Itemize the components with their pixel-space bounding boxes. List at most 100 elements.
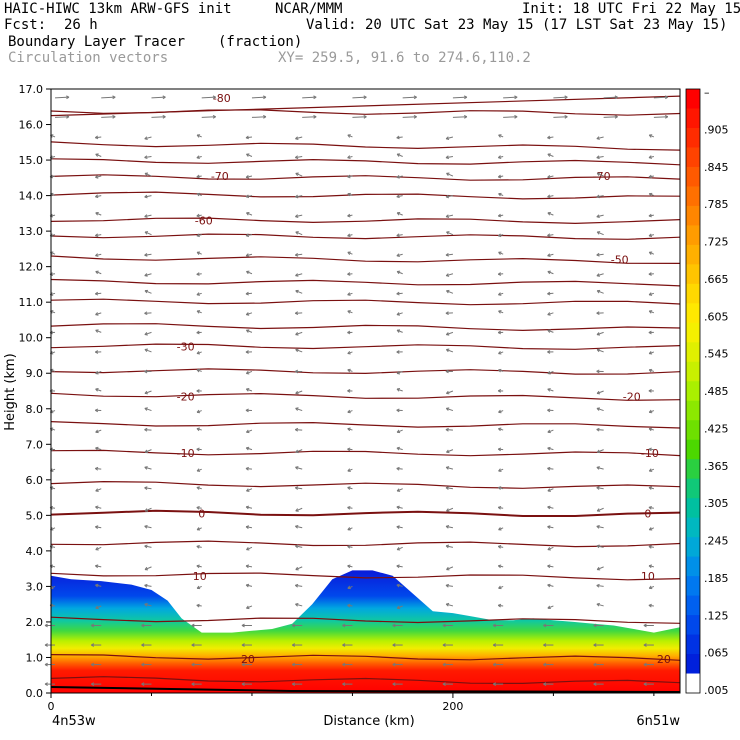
vector-arrowhead: [596, 449, 601, 454]
vector-arrowhead: [144, 427, 148, 432]
vector-arrowhead: [196, 527, 201, 531]
vector-arrow: [596, 349, 604, 353]
vector-arrowhead: [95, 233, 99, 238]
vector-arrowhead: [396, 583, 400, 588]
vector-arrow: [144, 603, 152, 607]
vector-arrowhead: [141, 643, 145, 647]
vector-arrow: [445, 156, 453, 159]
vector-arrowhead: [347, 134, 351, 138]
vector-arrowhead: [543, 682, 547, 686]
vector-arrow: [596, 331, 604, 336]
vector-arrowhead: [648, 468, 653, 472]
vector-arrowhead: [596, 525, 600, 529]
vector-arrowhead: [396, 429, 401, 434]
isotherm-line: [50, 298, 681, 306]
vector-arrowhead: [445, 194, 450, 199]
x-left-endpoint-label: 4n53w: [52, 714, 96, 729]
vector-arrow: [54, 116, 70, 118]
vector-arrowhead: [497, 603, 502, 608]
vector-arrow: [446, 603, 454, 607]
vector-arrowhead: [547, 153, 551, 157]
vector-arrowhead: [245, 253, 250, 257]
vector-arrowhead: [396, 388, 401, 392]
vector-arrowhead: [347, 330, 351, 335]
vector-arrowhead: [596, 466, 600, 470]
y-tick-label: 13.0: [19, 225, 44, 238]
vector-arrow: [446, 507, 454, 512]
vector-arrowhead: [196, 603, 200, 608]
colorbar-swatch: [686, 205, 700, 226]
vector-arrowhead: [342, 662, 346, 667]
isotherm-line: [50, 572, 681, 581]
vector-arrow: [144, 390, 152, 394]
vector-arrowhead: [347, 447, 351, 452]
vector-arrowhead: [196, 213, 200, 218]
colorbar-label: .365: [704, 460, 729, 473]
vector-arrowhead: [497, 486, 502, 490]
vector-arrowhead: [94, 135, 99, 140]
isotherm-label: -30: [177, 341, 195, 354]
vector-arrowhead: [442, 623, 446, 628]
vector-arrowhead: [141, 623, 145, 628]
vector-arrowhead: [347, 389, 351, 393]
vector-arrow: [144, 172, 152, 177]
vector-arrowhead: [144, 155, 148, 160]
isotherm-line: [50, 141, 681, 151]
vector-arrow: [596, 195, 604, 198]
y-tick-label: 17.0: [19, 83, 44, 96]
vector-arrow: [596, 466, 604, 470]
vector-arrow: [251, 116, 266, 118]
vector-arrowhead: [648, 505, 652, 510]
vector-arrowhead: [392, 682, 396, 686]
vector-arrowhead: [396, 270, 401, 275]
vector-arrowhead: [347, 564, 351, 569]
vector-arrow: [201, 116, 216, 118]
vector-arrowhead: [648, 545, 652, 549]
vector-arrowhead: [648, 427, 653, 432]
colorbar-label: .305: [704, 497, 729, 510]
vector-arrowhead: [196, 544, 200, 549]
colorbar-label: –: [704, 86, 710, 99]
vector-arrowhead: [196, 486, 200, 490]
vector-arrow: [295, 214, 303, 218]
colorbar-swatch: [686, 264, 700, 285]
vector-arrowhead: [95, 270, 99, 275]
vector-arrowhead: [614, 95, 618, 100]
isotherm-label: -50: [611, 254, 629, 267]
vector-arrowhead: [392, 623, 396, 628]
vector-arrow: [101, 116, 116, 118]
vector-arrowhead: [241, 623, 245, 628]
vector-arrowhead: [664, 114, 669, 119]
vector-arrowhead: [291, 643, 296, 647]
x-tick-label: 0: [48, 700, 55, 713]
vector-arrowhead: [90, 643, 95, 647]
isotherm-label: -20: [177, 390, 195, 403]
vector-arrowhead: [497, 447, 502, 452]
vector-arrowhead: [547, 583, 551, 588]
y-tick-label: 3.0: [26, 580, 44, 593]
vector-arrowhead: [294, 311, 299, 316]
vector-arrowhead: [648, 409, 653, 414]
vector-arrowhead: [347, 233, 351, 238]
vector-arrow: [446, 136, 454, 140]
vector-arrowhead: [396, 564, 400, 569]
colorbar-swatch: [686, 244, 700, 265]
valid-time: Valid: 20 UTC Sat 23 May 15 (17 LST Sat …: [306, 17, 728, 33]
vector-arrowhead: [596, 332, 601, 336]
vector-arrow: [295, 584, 303, 587]
vector-arrowhead: [547, 253, 551, 257]
vector-arrowhead: [347, 272, 351, 276]
vector-arrowhead: [144, 136, 148, 140]
overlay-name: Circulation vectors: [8, 50, 169, 66]
isotherm-label: -20: [623, 390, 641, 403]
vector-arrowhead: [514, 95, 518, 100]
vector-arrow: [54, 96, 70, 99]
vector-arrowhead: [497, 544, 502, 549]
vector-arrow: [452, 96, 467, 99]
y-tick-label: 7.0: [26, 438, 44, 451]
vector-arrowhead: [445, 136, 450, 140]
vector-arrowhead: [66, 95, 70, 100]
vector-arrowhead: [196, 389, 200, 393]
vector-arrowhead: [246, 153, 250, 157]
